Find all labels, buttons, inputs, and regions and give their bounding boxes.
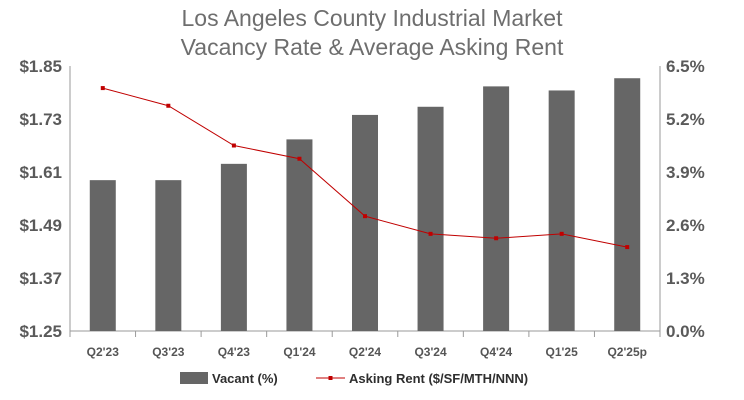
legend-rent-marker bbox=[328, 376, 333, 380]
left-axis-tick-label: $1.37 bbox=[19, 269, 62, 288]
vacancy-bar bbox=[548, 90, 575, 331]
right-axis-tick-label: 5.2% bbox=[666, 110, 705, 129]
asking-rent-point bbox=[363, 214, 367, 219]
vacancy-bar bbox=[483, 86, 510, 331]
chart-title-block: Los Angeles County Industrial Market Vac… bbox=[0, 4, 744, 62]
x-axis-category-label: Q4'24 bbox=[480, 345, 513, 359]
vacancy-bar bbox=[614, 78, 641, 331]
tick-labels: $1.85 $1.73 $1.61 $1.49 $1.37 $1.25 6.5% 5.2% 3.… bbox=[19, 57, 704, 359]
vacancy-bar bbox=[155, 180, 182, 331]
legend-vacant-swatch bbox=[180, 372, 208, 384]
legend-vacant-label: Vacant (%) bbox=[212, 371, 278, 386]
asking-rent-point bbox=[559, 231, 564, 236]
asking-rent-point bbox=[231, 143, 236, 148]
left-axis-tick-label: $1.25 bbox=[19, 322, 62, 341]
left-axis-tick-label: $1.73 bbox=[19, 110, 62, 129]
left-axis-tick-label: $1.61 bbox=[19, 163, 62, 182]
vacancy-bar bbox=[417, 106, 444, 332]
vacancy-bar bbox=[352, 114, 378, 331]
asking-rent-line bbox=[100, 86, 630, 250]
legend-rent-label: Asking Rent ($/SF/MTH/NNN) bbox=[349, 371, 528, 386]
asking-rent-point bbox=[166, 103, 171, 108]
left-axis-tick-label: $1.49 bbox=[19, 216, 62, 235]
x-axis-category-label: Q3'24 bbox=[414, 345, 447, 359]
x-axis-category-label: Q2'24 bbox=[349, 345, 382, 359]
legend: Vacant (%) Asking Rent ($/SF/MTH/NNN) bbox=[180, 371, 528, 386]
asking-rent-point bbox=[625, 245, 630, 250]
x-axis-category-label: Q4'23 bbox=[218, 345, 251, 359]
vacancy-bar bbox=[220, 163, 247, 331]
right-axis-tick-label: 2.6% bbox=[666, 216, 705, 235]
right-axis-tick-label: 1.3% bbox=[666, 269, 705, 288]
asking-rent-point bbox=[428, 231, 433, 236]
chart-subtitle: Vacancy Rate & Average Asking Rent bbox=[180, 34, 564, 60]
vacancy-bars bbox=[89, 78, 641, 332]
left-axis-tick-label: $1.85 bbox=[19, 57, 62, 76]
vacancy-bar bbox=[89, 180, 116, 331]
right-axis-tick-label: 3.9% bbox=[666, 163, 705, 182]
x-axis-category-label: Q2'25p bbox=[607, 345, 647, 359]
right-axis-tick-label: 6.5% bbox=[666, 57, 705, 76]
x-axis-category-label: Q3'23 bbox=[152, 345, 185, 359]
x-axis-category-label: Q1'25 bbox=[546, 345, 579, 359]
x-axis-category-label: Q1'24 bbox=[283, 345, 316, 359]
chart-title: Los Angeles County Industrial Market bbox=[181, 5, 563, 31]
asking-rent-point bbox=[494, 236, 499, 241]
x-axis-category-label: Q2'23 bbox=[87, 345, 120, 359]
vacancy-bar bbox=[286, 139, 313, 331]
asking-rent-point bbox=[297, 156, 302, 161]
right-axis-tick-label: 0.0% bbox=[666, 322, 705, 341]
asking-rent-point bbox=[100, 86, 105, 91]
